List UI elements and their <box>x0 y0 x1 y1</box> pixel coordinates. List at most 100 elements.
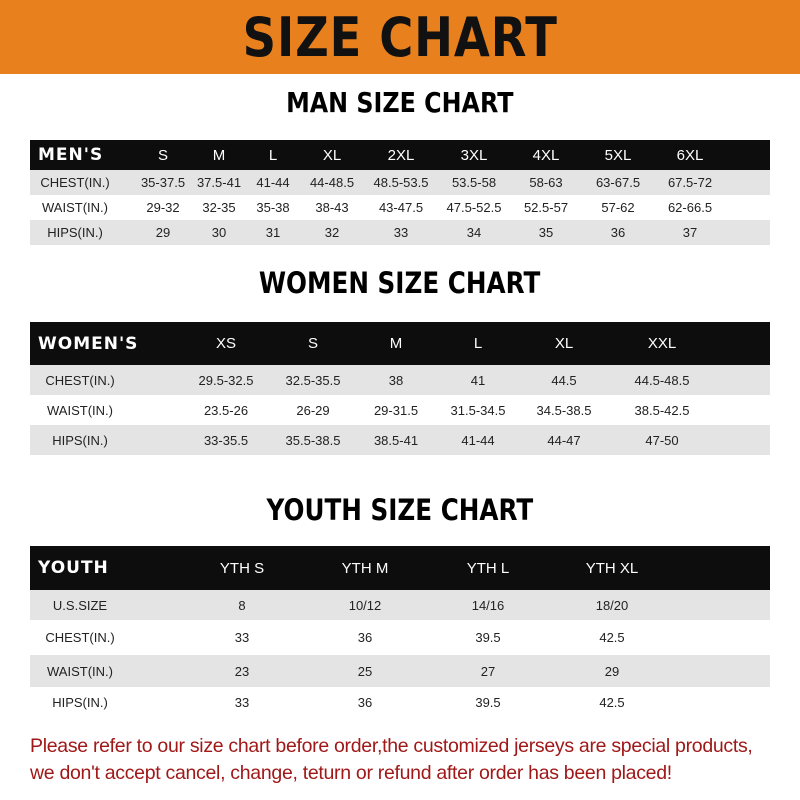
row-label: HIPS(IN.) <box>47 225 103 240</box>
size-header-cell: YTH L <box>466 559 510 577</box>
measurement-cell: 35.5-38.5 <box>285 432 341 448</box>
measurement-cell: 38.5-41 <box>373 432 419 448</box>
measurement-cell: 32.5-35.5 <box>285 372 341 388</box>
measurement-cell: 29.5-32.5 <box>198 372 254 388</box>
measurement-cell: 52.5-57 <box>523 200 569 215</box>
size-header-cell: 2XL <box>387 146 415 164</box>
measurement-cell: 35 <box>538 225 554 240</box>
table-header-row: YOUTH YTH S YTH M YTH L YTH XL <box>30 546 770 590</box>
measurement-cell: 34 <box>466 225 482 240</box>
measurement-cell: 33 <box>393 225 409 240</box>
size-header-cell: XS <box>215 335 237 352</box>
table-row: HIPS(IN.) 29 30 31 32 33 34 35 36 37 <box>30 220 770 245</box>
measurement-cell: 26-29 <box>296 402 330 418</box>
table-header-row: MEN'S S M L XL 2XL 3XL 4XL 5XL 6XL <box>30 140 770 170</box>
measurement-cell: 36 <box>610 225 626 240</box>
table-row: HIPS(IN.) 33-35.5 35.5-38.5 38.5-41 41-44 44-… <box>30 425 770 455</box>
measurement-cell: 47-50 <box>645 432 679 448</box>
measurement-cell: 38.5-42.5 <box>634 402 690 418</box>
table-row: WAIST(IN.) 23.5-26 26-29 29-31.5 31.5-34.5 34… <box>30 395 770 425</box>
banner-title: SIZE CHART <box>242 5 558 69</box>
table-header-label: WOMEN'S <box>38 333 139 354</box>
measurement-cell: 8 <box>238 597 246 613</box>
measurement-cell: 38-43 <box>315 200 349 215</box>
measurement-cell: 36 <box>357 630 373 645</box>
measurement-cell: 32-35 <box>202 200 236 215</box>
measurement-cell: 43-47.5 <box>378 200 424 215</box>
table-row: CHEST(IN.) 29.5-32.5 32.5-35.5 38 41 44.5 44.5… <box>30 365 770 395</box>
measurement-cell: 48.5-53.5 <box>373 175 429 190</box>
women-title-text: WOMEN SIZE CHART <box>259 266 541 300</box>
measurement-cell: 29 <box>155 225 171 240</box>
table-row: HIPS(IN.) 33 36 39.5 42.5 <box>30 687 770 718</box>
measurement-cell: 36 <box>357 695 373 710</box>
size-header-cell: S <box>157 146 169 164</box>
measurement-cell: 37 <box>682 225 698 240</box>
size-header-cell: 4XL <box>532 146 560 164</box>
measurement-cell: 34.5-38.5 <box>536 402 592 418</box>
measurement-cell: 33 <box>234 695 250 710</box>
size-header-cell: YTH M <box>341 559 389 577</box>
measurement-cell: 63-67.5 <box>595 175 641 190</box>
measurement-cell: 39.5 <box>475 695 501 710</box>
measurement-cell: 38 <box>388 372 404 388</box>
women-section-title: WOMEN SIZE CHART <box>0 266 800 300</box>
size-header-cell: S <box>307 335 319 352</box>
row-label: CHEST(IN.) <box>45 630 115 645</box>
size-header-cell: L <box>473 335 483 352</box>
youth-title-text: YOUTH SIZE CHART <box>266 493 534 527</box>
measurement-cell: 14/16 <box>471 597 505 613</box>
table-row: WAIST(IN.) 29-32 32-35 35-38 38-43 43-47.5 47.… <box>30 195 770 220</box>
measurement-cell: 62-66.5 <box>667 200 713 215</box>
size-header-cell: YTH XL <box>585 559 639 577</box>
measurement-cell: 29-31.5 <box>373 402 419 418</box>
measurement-cell: 37.5-41 <box>196 175 242 190</box>
notice-line-2: we don't accept cancel, change, teturn o… <box>30 762 672 784</box>
size-header-cell: YTH S <box>219 559 265 577</box>
row-label: HIPS(IN.) <box>52 432 108 448</box>
size-header-cell: XXL <box>647 335 677 352</box>
measurement-cell: 41-44 <box>256 175 290 190</box>
row-label: CHEST(IN.) <box>40 175 110 190</box>
measurement-cell: 23.5-26 <box>203 402 249 418</box>
measurement-cell: 44-47 <box>547 432 581 448</box>
measurement-cell: 31.5-34.5 <box>450 402 506 418</box>
size-header-cell: M <box>389 335 403 352</box>
measurement-cell: 53.5-58 <box>451 175 497 190</box>
size-header-cell: XL <box>554 335 574 352</box>
size-header-cell: 6XL <box>676 146 704 164</box>
row-label: WAIST(IN.) <box>42 200 108 215</box>
men-section-title: MAN SIZE CHART <box>0 86 800 119</box>
measurement-cell: 10/12 <box>348 597 382 613</box>
measurement-cell: 35-38 <box>256 200 290 215</box>
measurement-cell: 27 <box>480 663 496 679</box>
table-row: WAIST(IN.) 23 25 27 29 <box>30 655 770 687</box>
size-chart-banner: SIZE CHART <box>0 0 800 74</box>
measurement-cell: 33-35.5 <box>203 432 249 448</box>
table-header-row: WOMEN'S XS S M L XL XXL <box>30 322 770 365</box>
table-row: U.S.SIZE 8 10/12 14/16 18/20 <box>30 590 770 620</box>
measurement-cell: 42.5 <box>599 695 625 710</box>
measurement-cell: 44.5 <box>551 372 577 388</box>
measurement-cell: 35-37.5 <box>140 175 186 190</box>
measurement-cell: 42.5 <box>599 630 625 645</box>
measurement-cell: 25 <box>357 663 373 679</box>
row-label: HIPS(IN.) <box>52 695 108 710</box>
measurement-cell: 67.5-72 <box>667 175 713 190</box>
size-header-cell: XL <box>322 146 342 164</box>
measurement-cell: 41 <box>470 372 486 388</box>
table-header-label: MEN'S <box>38 145 104 165</box>
row-label: WAIST(IN.) <box>47 663 113 679</box>
size-header-cell: M <box>212 146 226 164</box>
table-header-label: YOUTH <box>38 558 109 578</box>
measurement-cell: 30 <box>211 225 227 240</box>
row-label: CHEST(IN.) <box>45 372 115 388</box>
measurement-cell: 33 <box>234 630 250 645</box>
measurement-cell: 44.5-48.5 <box>634 372 690 388</box>
measurement-cell: 29 <box>604 663 620 679</box>
size-header-cell: 3XL <box>460 146 488 164</box>
measurement-cell: 39.5 <box>475 630 501 645</box>
row-label: U.S.SIZE <box>52 597 108 613</box>
measurement-cell: 44-48.5 <box>309 175 355 190</box>
measurement-cell: 41-44 <box>461 432 495 448</box>
